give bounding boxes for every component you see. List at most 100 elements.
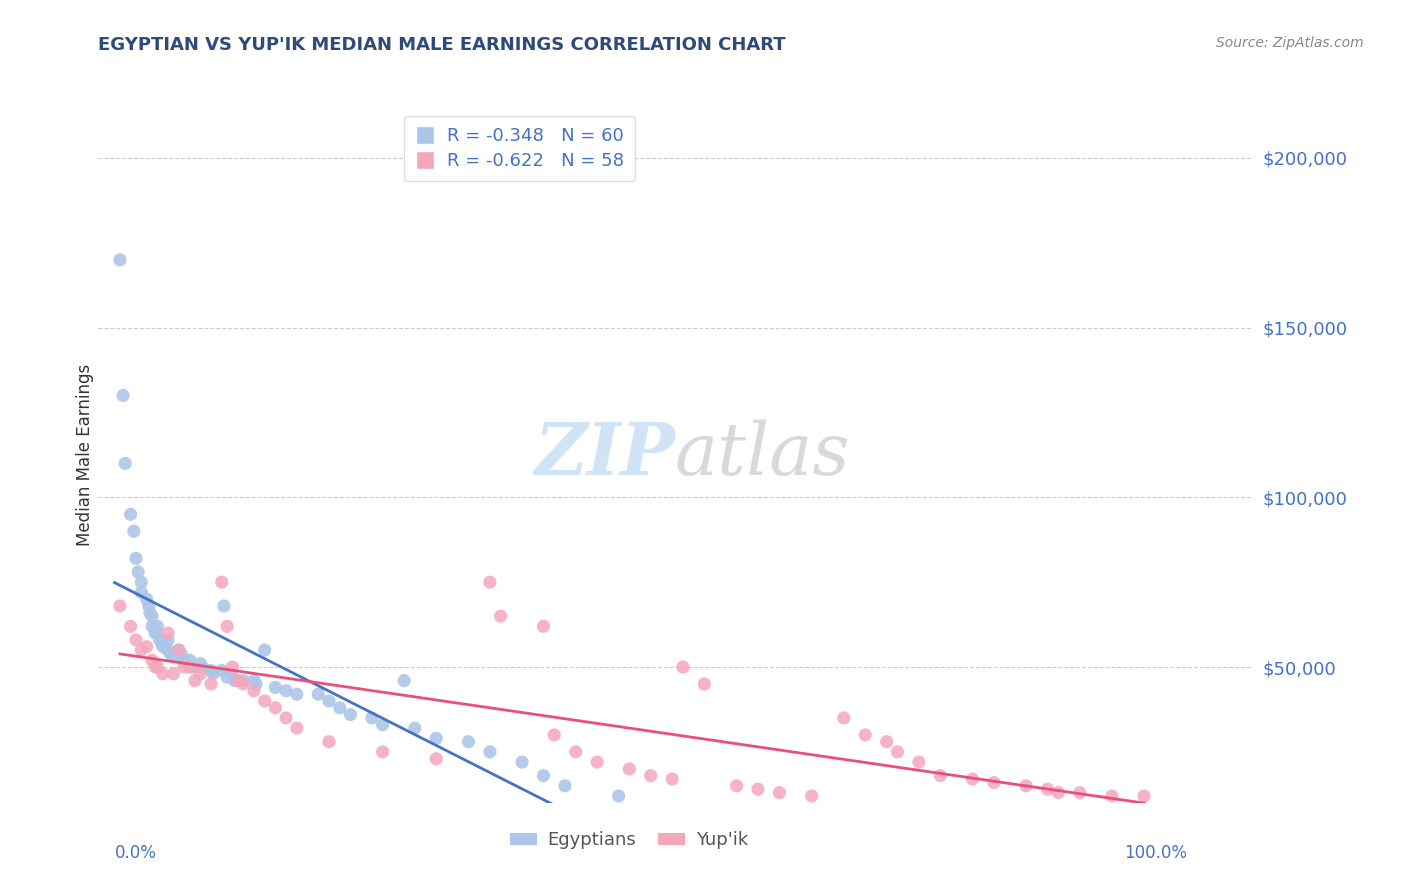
Point bbox=[661, 772, 683, 786]
Point bbox=[179, 660, 201, 674]
Point bbox=[489, 609, 512, 624]
Point bbox=[876, 735, 898, 749]
Point bbox=[607, 789, 630, 803]
Point bbox=[159, 647, 181, 661]
Point bbox=[138, 599, 160, 613]
Point bbox=[478, 575, 501, 590]
Point bbox=[983, 775, 1005, 789]
Point bbox=[173, 653, 195, 667]
Point bbox=[120, 508, 142, 522]
Point bbox=[167, 643, 190, 657]
Point bbox=[202, 666, 225, 681]
Point bbox=[131, 575, 153, 590]
Point bbox=[162, 666, 184, 681]
Point bbox=[180, 660, 202, 674]
Point bbox=[170, 647, 193, 661]
Point bbox=[285, 687, 308, 701]
Point bbox=[285, 721, 308, 735]
Point bbox=[800, 789, 823, 803]
Point bbox=[392, 673, 415, 688]
Point bbox=[245, 677, 267, 691]
Point bbox=[141, 609, 163, 624]
Point bbox=[339, 707, 361, 722]
Text: atlas: atlas bbox=[675, 419, 851, 491]
Point bbox=[274, 711, 297, 725]
Point bbox=[361, 711, 384, 725]
Point bbox=[211, 664, 233, 678]
Point bbox=[120, 619, 142, 633]
Point bbox=[217, 670, 239, 684]
Point bbox=[371, 745, 394, 759]
Point bbox=[224, 673, 246, 688]
Point bbox=[1015, 779, 1038, 793]
Point bbox=[554, 779, 576, 793]
Point bbox=[221, 660, 243, 674]
Point bbox=[1101, 789, 1123, 803]
Point bbox=[533, 619, 555, 633]
Point bbox=[908, 755, 931, 769]
Point bbox=[274, 683, 297, 698]
Point bbox=[108, 252, 131, 267]
Point bbox=[188, 657, 211, 671]
Point bbox=[1133, 789, 1156, 803]
Point bbox=[141, 619, 163, 633]
Point bbox=[143, 626, 166, 640]
Point bbox=[543, 728, 565, 742]
Point bbox=[135, 640, 157, 654]
Point bbox=[853, 728, 876, 742]
Text: 0.0%: 0.0% bbox=[114, 844, 156, 862]
Point bbox=[510, 755, 533, 769]
Point bbox=[108, 599, 131, 613]
Point bbox=[131, 643, 153, 657]
Text: EGYPTIAN VS YUP'IK MEDIAN MALE EARNINGS CORRELATION CHART: EGYPTIAN VS YUP'IK MEDIAN MALE EARNINGS … bbox=[98, 36, 786, 54]
Point bbox=[143, 660, 166, 674]
Point bbox=[146, 619, 169, 633]
Point bbox=[112, 388, 135, 402]
Point bbox=[200, 664, 222, 678]
Point bbox=[179, 653, 201, 667]
Point bbox=[188, 666, 211, 681]
Point bbox=[150, 636, 173, 650]
Point bbox=[232, 673, 254, 688]
Point bbox=[564, 745, 586, 759]
Point bbox=[329, 700, 352, 714]
Point bbox=[725, 779, 748, 793]
Point bbox=[217, 619, 239, 633]
Point bbox=[139, 606, 162, 620]
Legend: Egyptians, Yup'ik: Egyptians, Yup'ik bbox=[502, 824, 755, 856]
Point bbox=[1047, 786, 1070, 800]
Point bbox=[200, 677, 222, 691]
Point bbox=[243, 683, 266, 698]
Point bbox=[425, 731, 447, 746]
Point bbox=[127, 565, 149, 579]
Point bbox=[693, 677, 716, 691]
Point bbox=[425, 752, 447, 766]
Point bbox=[173, 660, 195, 674]
Point bbox=[640, 769, 662, 783]
Point bbox=[232, 677, 254, 691]
Point bbox=[226, 673, 249, 688]
Text: Source: ZipAtlas.com: Source: ZipAtlas.com bbox=[1216, 36, 1364, 50]
Point bbox=[191, 660, 214, 674]
Point bbox=[157, 632, 180, 647]
Point bbox=[962, 772, 984, 786]
Text: ZIP: ZIP bbox=[534, 419, 675, 491]
Point bbox=[162, 649, 184, 664]
Point bbox=[533, 769, 555, 783]
Point bbox=[929, 769, 952, 783]
Point bbox=[157, 626, 180, 640]
Point bbox=[619, 762, 641, 776]
Point bbox=[152, 640, 174, 654]
Point bbox=[146, 660, 169, 674]
Point bbox=[318, 735, 340, 749]
Point bbox=[371, 717, 394, 731]
Point bbox=[148, 632, 170, 647]
Point bbox=[768, 786, 790, 800]
Point bbox=[125, 551, 148, 566]
Point bbox=[152, 666, 174, 681]
Point bbox=[141, 653, 163, 667]
Point bbox=[122, 524, 145, 539]
Point bbox=[212, 599, 235, 613]
Point bbox=[747, 782, 769, 797]
Point bbox=[1069, 786, 1091, 800]
